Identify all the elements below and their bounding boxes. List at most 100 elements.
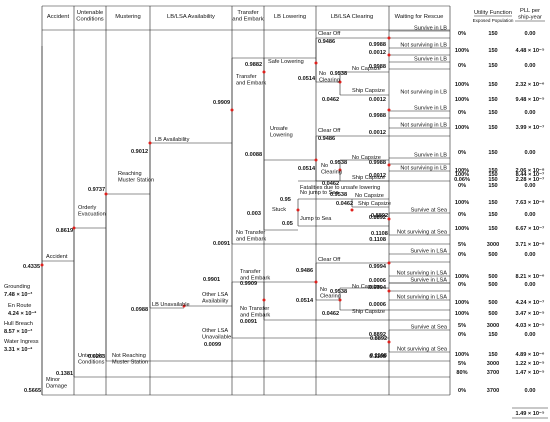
prob-unsafe-no-capsize: 0.9538	[330, 160, 347, 166]
exposed-population-value: 500	[488, 282, 497, 288]
outcome-probability: 0.8892	[369, 332, 386, 338]
utility-value: 0%	[458, 63, 466, 69]
tree-node-dot	[104, 192, 108, 196]
label-not-reaching-muster: Not Reaching Muster Station	[112, 353, 148, 365]
label-safe-no-capsize: No Capsize	[352, 66, 381, 72]
exposed-population-value: 3000	[487, 323, 499, 329]
utility-value: 100%	[455, 48, 469, 54]
label-other-lsa-availability: Other LSA Availability	[202, 292, 229, 304]
outcome-label: Survive in LB	[414, 26, 447, 32]
exposed-population-value: 150	[488, 150, 497, 156]
tree-node-dot	[230, 108, 234, 112]
prob-other-clear-off: 0.9486	[296, 268, 313, 274]
exposed-population-value: 150	[488, 82, 497, 88]
prob-not-reaching-muster: 0.0263	[88, 354, 105, 360]
exposed-population-value: 150	[488, 200, 497, 206]
pll-value: 0.00	[525, 31, 536, 37]
prob-reaching-muster: 0.9737	[88, 187, 105, 193]
outcome-label: Survive in LB	[414, 106, 447, 112]
prob-no-jump: 0.95	[280, 197, 291, 203]
prob-jump-not-survive: 0.1108	[371, 231, 388, 237]
prob-stuck-ship-capsize: 0.0462	[336, 201, 353, 207]
outcome-probability: 0.9988	[369, 64, 386, 70]
exposed-population-value: 150	[488, 332, 497, 338]
legend-hull-breach-value: 8.57 × 10⁻³	[4, 328, 32, 335]
tree-node-dot	[262, 70, 266, 74]
legend-water-ingress-value: 3.31 × 10⁻²	[4, 346, 32, 353]
label-safe-ship-capsize: Ship Capsize	[352, 88, 385, 94]
pll-value: 0.00	[525, 252, 536, 258]
utility-value: 0%	[458, 183, 466, 189]
prob-untenable: 0.1381	[56, 371, 73, 377]
pll-value: 6.67 × 10⁻⁷	[516, 226, 545, 232]
prob-other-unav-not-survive: 0.1108	[370, 353, 387, 359]
label-unsafe-ship-capsize: Ship Capsize	[352, 175, 385, 181]
tree-node-dot	[314, 61, 318, 65]
exposed-population-value: 500	[488, 252, 497, 258]
exposed-population-value: 500	[488, 311, 497, 317]
label-safe-clear-off: Clear Off	[318, 31, 341, 37]
tree-node-dot	[387, 261, 391, 265]
tree-node-dot	[338, 298, 342, 302]
outcome-label: Not surviving in LB	[400, 43, 447, 49]
legend-grounding-value: 7.48 × 10⁻³	[4, 291, 32, 298]
outcome-probability: 0.1108	[369, 354, 386, 360]
exposed-population-value: 3000	[487, 361, 499, 367]
exposed-population-value: 150	[488, 177, 497, 183]
prob-unsafe-no-clearing: 0.0514	[298, 166, 316, 172]
tree-node-dot	[314, 158, 318, 162]
outcome-label: Survive in LSA	[410, 278, 447, 284]
label-minor-damage: Minor Damage	[46, 377, 67, 389]
label-other-lsa-unavailable: Other LSA Unavailable	[202, 328, 231, 340]
tree-node-dot	[338, 80, 342, 84]
pll-value: 2.32 × 10⁻⁶	[515, 82, 544, 88]
pll-value: 0.00	[525, 332, 536, 338]
prob-safe-ship-capsize: 0.0462	[322, 97, 339, 103]
label-other-clear-off: Clear Off	[318, 257, 341, 263]
outcome-label: Not surviving at Sea	[397, 230, 448, 236]
exposed-population-value: 150	[488, 125, 497, 131]
exposed-population-value: 150	[488, 110, 497, 116]
exposed-population-value: 150	[488, 63, 497, 69]
label-safe-no-clearing: No Clearing	[319, 71, 340, 83]
prob-other-transfer-embark: 0.9909	[240, 281, 257, 287]
utility-value: 0%	[458, 252, 466, 258]
utility-value: 5%	[458, 361, 466, 367]
prob-unsafe-ship-capsize: 0.0462	[322, 181, 339, 187]
pll-value: 7.63 × 10⁻⁸	[515, 200, 544, 206]
outcome-label: Not surviving in LSA	[397, 295, 448, 301]
prob-stuck: 0.003	[247, 211, 261, 217]
pll-value: 4.03 × 10⁻⁵	[515, 323, 544, 329]
tree-node-dot	[387, 340, 391, 344]
label-jump-to-sea: Jump to Sea	[300, 216, 332, 222]
pll-value: 0.00	[525, 110, 536, 116]
utility-value: 100%	[455, 172, 469, 178]
utility-value: 0%	[458, 31, 466, 37]
outcome-probability: 0.9988	[369, 113, 386, 119]
label-lb-availability: LB Availability	[155, 137, 190, 143]
label-unsafe-no-capsize: No Capsize	[352, 155, 381, 161]
pll-value: 3.47 × 10⁻⁵	[515, 311, 544, 317]
label-other-transfer-embark: Transfer and Embark	[240, 269, 270, 281]
exposed-population-value: 150	[488, 226, 497, 232]
utility-value: 100%	[455, 82, 469, 88]
exposed-population-value: 150	[488, 172, 497, 178]
exposed-population-value: 150	[488, 352, 497, 358]
prob-safe-no-clearing: 0.0514	[298, 76, 316, 82]
outcome-probability: 0.9994	[369, 264, 387, 270]
prob-safe-clear-off: 0.9486	[318, 39, 335, 45]
header-waiting-for-rescue: Waiting for Rescue	[395, 14, 444, 20]
pll-value: 2.28 × 10⁻⁷	[516, 177, 545, 183]
outcome-probability: 0.0006	[369, 278, 386, 284]
tree-node-dot	[338, 168, 342, 172]
tree-node-dot	[296, 208, 300, 212]
label-lb-unavailable: LB Unavailable	[152, 302, 190, 308]
utility-value: 0%	[458, 212, 466, 218]
prob-safe-lowering: 0.9882	[245, 62, 262, 68]
prob-unsafe-lowering: 0.0088	[245, 152, 262, 158]
exposed-population-value: 150	[488, 31, 497, 37]
prob-other-lsa-available: 0.9901	[203, 277, 220, 283]
utility-value: 100%	[455, 352, 469, 358]
exposed-population-value: 500	[488, 300, 497, 306]
